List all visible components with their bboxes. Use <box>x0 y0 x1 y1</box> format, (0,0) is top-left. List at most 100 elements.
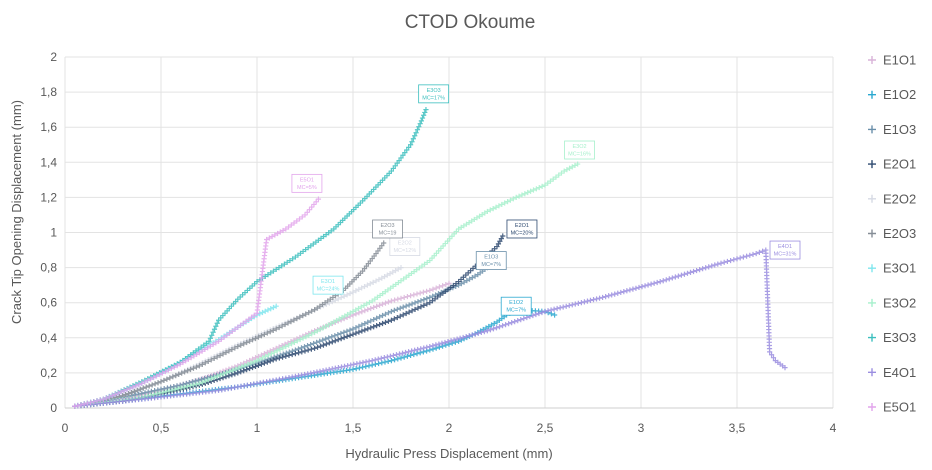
data-point <box>270 357 276 363</box>
y-tick-label: 0,4 <box>40 331 57 345</box>
data-point <box>715 261 721 267</box>
data-point <box>633 285 639 291</box>
legend-label: E5O1 <box>883 400 916 415</box>
data-point <box>195 377 201 383</box>
data-point <box>243 318 249 324</box>
data-point <box>593 296 600 302</box>
annotation-box <box>291 173 323 193</box>
data-point <box>179 370 185 376</box>
data-point <box>270 304 277 311</box>
data-point <box>516 193 522 199</box>
data-point <box>347 290 353 297</box>
data-point <box>512 319 518 325</box>
data-point <box>121 388 127 394</box>
data-point <box>196 363 202 369</box>
data-point <box>252 363 259 370</box>
data-point <box>362 308 368 314</box>
data-point <box>566 302 572 309</box>
data-point <box>524 314 530 321</box>
data-point <box>618 289 624 296</box>
data-point <box>381 240 387 246</box>
data-point <box>100 396 106 402</box>
data-point <box>206 338 212 344</box>
annotation-box <box>475 251 507 270</box>
data-point <box>279 343 285 349</box>
x-tick-label: 0,5 <box>153 421 170 435</box>
data-point <box>224 370 230 376</box>
data-point <box>675 273 681 279</box>
data-point <box>552 312 558 318</box>
data-point <box>350 366 356 372</box>
data-point <box>564 167 570 173</box>
data-point <box>310 340 317 347</box>
data-point <box>329 366 335 372</box>
data-point <box>382 319 389 326</box>
data-point <box>304 209 310 215</box>
data-point <box>312 307 318 313</box>
data-point <box>335 296 341 302</box>
data-point <box>380 291 386 297</box>
data-point <box>294 316 300 322</box>
data-point <box>210 329 216 335</box>
data-point <box>347 327 353 333</box>
data-point <box>366 299 373 306</box>
legend-label: E3O3 <box>883 330 916 345</box>
data-point <box>125 390 132 397</box>
data-point <box>414 291 420 297</box>
data-point <box>502 200 508 206</box>
data-point <box>277 346 283 352</box>
data-point <box>265 307 271 313</box>
data-point <box>143 384 149 390</box>
data-point <box>251 359 257 365</box>
data-point <box>398 155 404 161</box>
data-point <box>424 301 430 307</box>
data-point <box>587 297 594 303</box>
data-point <box>413 130 419 136</box>
data-point <box>753 250 759 257</box>
data-point <box>229 372 235 378</box>
data-point <box>373 278 379 284</box>
legend-label: E2O2 <box>883 191 916 206</box>
data-point <box>392 357 398 363</box>
data-point <box>303 311 309 317</box>
data-point <box>504 199 511 205</box>
data-point <box>196 350 202 356</box>
data-point <box>356 310 362 316</box>
data-point <box>747 252 753 258</box>
data-point <box>356 329 362 335</box>
data-point <box>672 274 678 280</box>
data-point <box>175 386 181 392</box>
data-point <box>697 267 703 273</box>
data-point <box>409 348 415 354</box>
data-point <box>615 290 621 296</box>
data-point <box>284 259 290 265</box>
data-point <box>416 265 422 271</box>
data-point <box>536 310 542 317</box>
data-point <box>203 340 209 346</box>
data-point <box>367 281 373 287</box>
data-point <box>207 343 213 349</box>
data-point <box>421 302 427 308</box>
data-point <box>563 303 569 309</box>
data-point <box>513 194 519 200</box>
data-point <box>359 328 365 334</box>
data-point <box>412 347 418 353</box>
data-point <box>368 318 374 324</box>
data-point <box>391 316 397 322</box>
data-point <box>387 271 393 277</box>
data-point <box>300 335 306 341</box>
data-point <box>382 359 388 365</box>
data-point <box>338 330 344 337</box>
data-point <box>681 271 688 277</box>
data-point <box>208 376 215 382</box>
data-point <box>205 345 211 351</box>
data-point <box>440 283 446 289</box>
data-point <box>314 344 321 350</box>
data-point <box>506 321 512 327</box>
data-point <box>446 280 452 286</box>
data-point <box>192 378 198 384</box>
data-point <box>502 322 509 328</box>
data-point <box>639 284 645 290</box>
data-point <box>276 324 282 331</box>
data-point <box>391 307 397 313</box>
